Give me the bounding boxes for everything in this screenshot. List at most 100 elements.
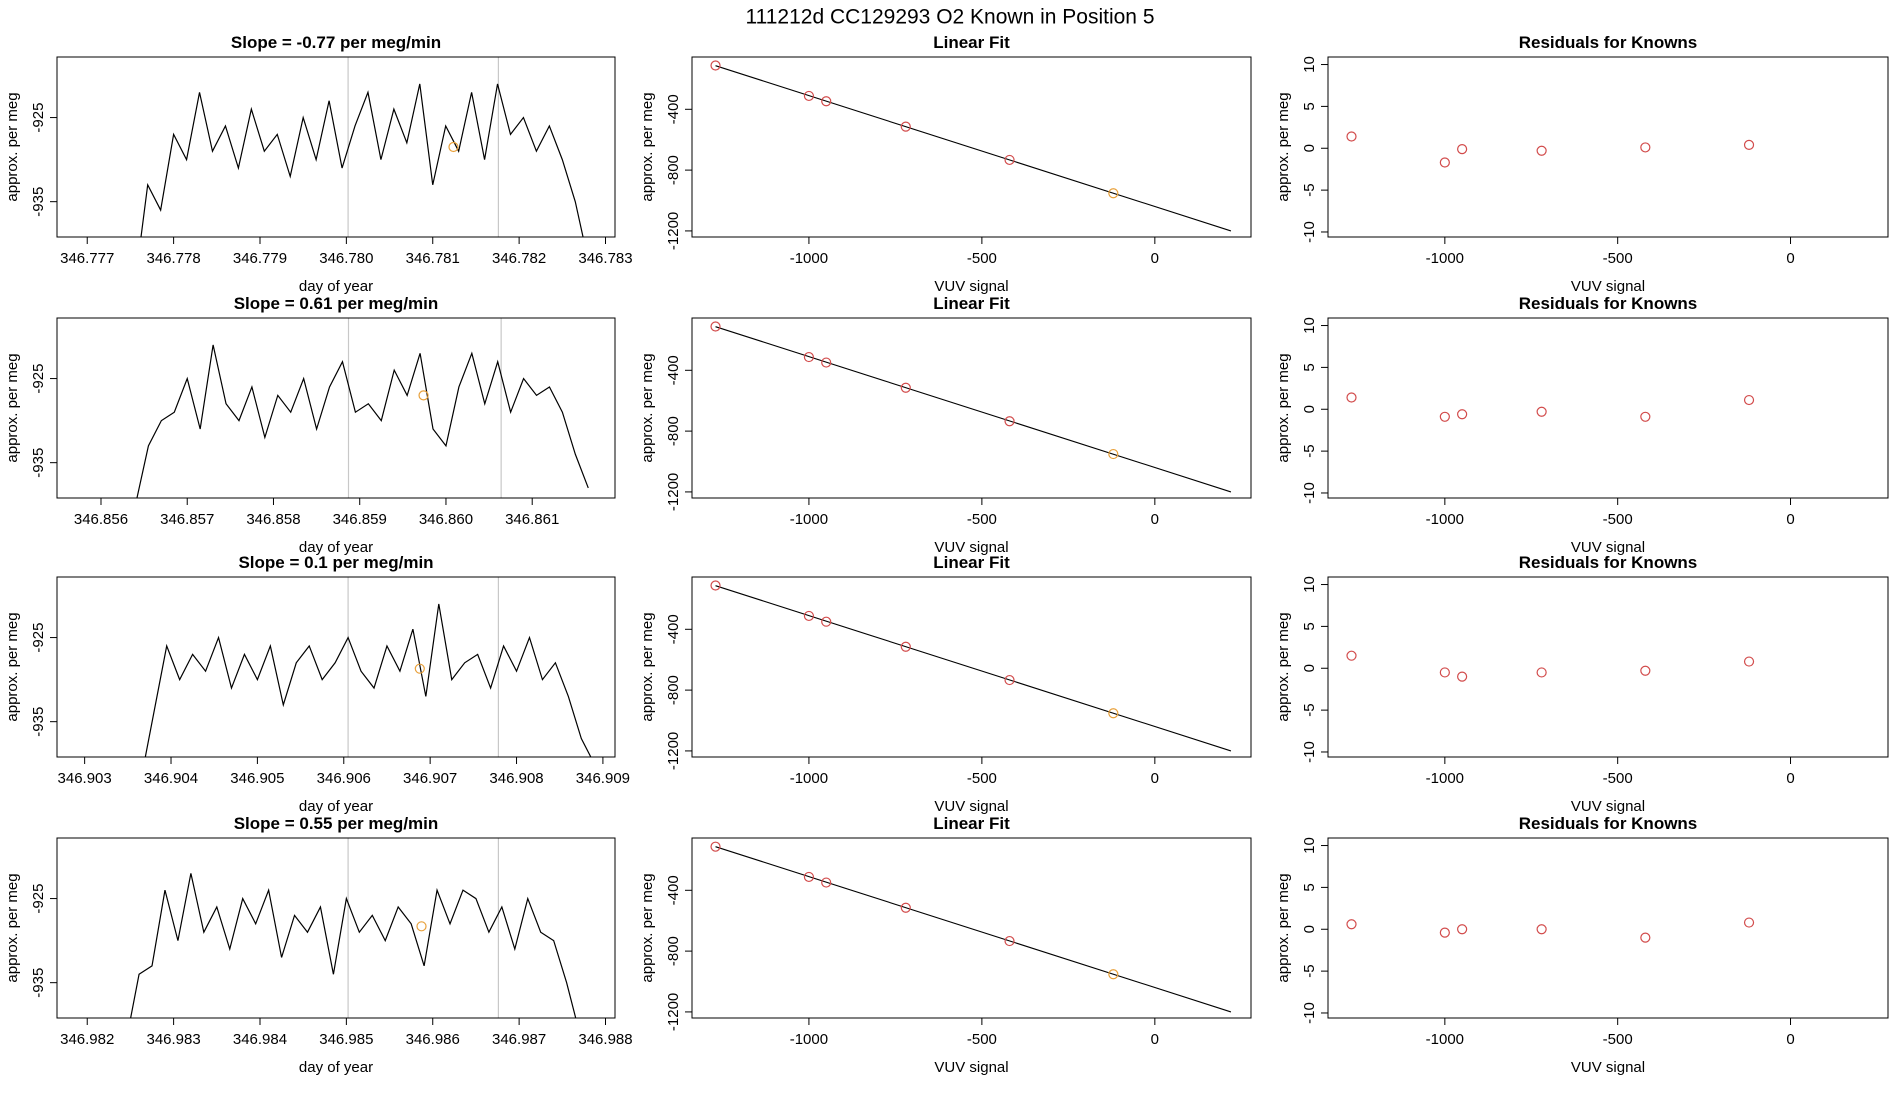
- x-tick-label: -1000: [1426, 1031, 1464, 1048]
- y-tick-label: -935: [30, 707, 47, 737]
- plot-frame: [1327, 56, 1889, 238]
- panel: Slope = 0.61 per meg/min day of year appro…: [4, 294, 616, 556]
- panel-title: Slope = -0.77 per meg/min: [231, 33, 441, 52]
- plot-area: [710, 580, 1232, 752]
- x-tick-label: 0: [1786, 1031, 1794, 1048]
- data-point: [1640, 932, 1651, 943]
- panel-title: Residuals for Knowns: [1519, 553, 1698, 572]
- panel-title: Residuals for Knowns: [1519, 33, 1698, 52]
- x-axis-label: VUV signal: [1571, 1059, 1645, 1076]
- data-point: [1640, 665, 1651, 676]
- plot-frame: [1327, 837, 1889, 1019]
- panel-title: Slope = 0.1 per meg/min: [238, 553, 433, 572]
- data-point: [1536, 145, 1547, 156]
- plot-frame: [56, 317, 616, 499]
- y-axis-label: approx. per meg: [1275, 92, 1292, 201]
- data-point: [710, 580, 721, 591]
- x-tick-label: 346.909: [576, 770, 630, 787]
- x-tick-label: 346.778: [146, 250, 200, 267]
- y-tick-label: 0: [1301, 144, 1318, 152]
- x-tick-label: 346.904: [144, 770, 198, 787]
- data-point: [1536, 924, 1547, 935]
- plot-area: [710, 841, 1232, 1013]
- panel: Residuals for Knowns VUV signal approx. pe…: [1275, 294, 1889, 556]
- y-tick-label: 0: [1301, 405, 1318, 413]
- y-axis-label: approx. per meg: [1275, 873, 1292, 982]
- y-tick-label: -935: [30, 968, 47, 998]
- x-tick-label: -500: [967, 250, 997, 267]
- x-tick-label: -500: [1603, 770, 1633, 787]
- data-point: [1536, 667, 1547, 678]
- panel-title: Slope = 0.61 per meg/min: [234, 294, 439, 313]
- x-tick-label: 346.782: [492, 250, 546, 267]
- data-point: [1346, 392, 1357, 403]
- panel: Linear Fit VUV signal approx. per meg -1000…: [639, 33, 1252, 295]
- y-tick-label: 5: [1301, 622, 1318, 630]
- plot-frame: [691, 576, 1252, 758]
- x-tick-label: 346.908: [489, 770, 543, 787]
- data-point: [1108, 969, 1119, 980]
- data-point: [821, 616, 832, 627]
- x-tick-label: -500: [967, 511, 997, 528]
- data-point: [1346, 650, 1357, 661]
- x-tick-label: 346.984: [233, 1031, 287, 1048]
- panel: Residuals for Knowns VUV signal approx. pe…: [1275, 814, 1889, 1076]
- data-point: [1346, 919, 1357, 930]
- data-point: [710, 841, 721, 852]
- y-tick-label: -925: [30, 103, 47, 133]
- x-tick-label: 346.861: [505, 511, 559, 528]
- x-axis-label: day of year: [299, 1059, 373, 1076]
- data-point: [821, 877, 832, 888]
- data-point: [1439, 411, 1450, 422]
- y-tick-label: -800: [665, 416, 682, 446]
- y-tick-label: -5: [1301, 964, 1318, 977]
- data-point: [803, 90, 815, 102]
- data-point: [1640, 411, 1651, 422]
- y-tick-label: -1200: [665, 473, 682, 511]
- y-tick-label: -800: [665, 936, 682, 966]
- x-tick-label: 346.985: [319, 1031, 373, 1048]
- y-axis-label: approx. per meg: [639, 353, 656, 462]
- data-line: [130, 873, 577, 1018]
- x-tick-label: 346.986: [406, 1031, 460, 1048]
- x-tick-label: -1000: [1426, 250, 1464, 267]
- data-point: [1108, 708, 1119, 719]
- data-point: [900, 382, 911, 393]
- y-tick-label: 10: [1301, 56, 1318, 73]
- plot-area: [1346, 650, 1755, 682]
- data-point: [1004, 935, 1015, 947]
- x-axis-label: VUV signal: [1571, 798, 1645, 815]
- y-tick-label: -400: [665, 94, 682, 124]
- panel-title: Slope = 0.55 per meg/min: [234, 814, 439, 833]
- data-point: [1536, 406, 1547, 417]
- plot-area: [710, 321, 1232, 493]
- y-tick-label: -5: [1301, 703, 1318, 716]
- data-point: [1108, 448, 1119, 460]
- highlight-point: [414, 663, 425, 674]
- x-tick-label: -500: [967, 770, 997, 787]
- y-tick-label: 5: [1301, 883, 1318, 891]
- data-point: [1108, 188, 1119, 199]
- plot-frame: [56, 837, 616, 1019]
- y-tick-label: -10: [1301, 741, 1318, 763]
- panel: Slope = -0.77 per meg/min day of year appr…: [4, 33, 633, 295]
- x-axis-label: day of year: [299, 539, 373, 556]
- data-point: [803, 351, 815, 363]
- panel: Residuals for Knowns VUV signal approx. pe…: [1275, 553, 1889, 815]
- data-point: [803, 610, 815, 622]
- x-tick-label: 346.988: [578, 1031, 632, 1048]
- data-point: [1457, 143, 1468, 155]
- panel-title: Linear Fit: [933, 553, 1010, 572]
- x-tick-label: 346.858: [246, 511, 300, 528]
- plot-area: [130, 838, 577, 1018]
- x-tick-label: -500: [1603, 250, 1633, 267]
- x-tick-label: 346.903: [58, 770, 112, 787]
- data-point: [1439, 157, 1450, 168]
- data-point: [1457, 671, 1468, 682]
- x-tick-label: 346.987: [492, 1031, 546, 1048]
- y-tick-label: 5: [1301, 102, 1318, 110]
- y-tick-label: -1200: [665, 732, 682, 770]
- data-point: [821, 96, 832, 107]
- y-tick-label: 10: [1301, 317, 1318, 334]
